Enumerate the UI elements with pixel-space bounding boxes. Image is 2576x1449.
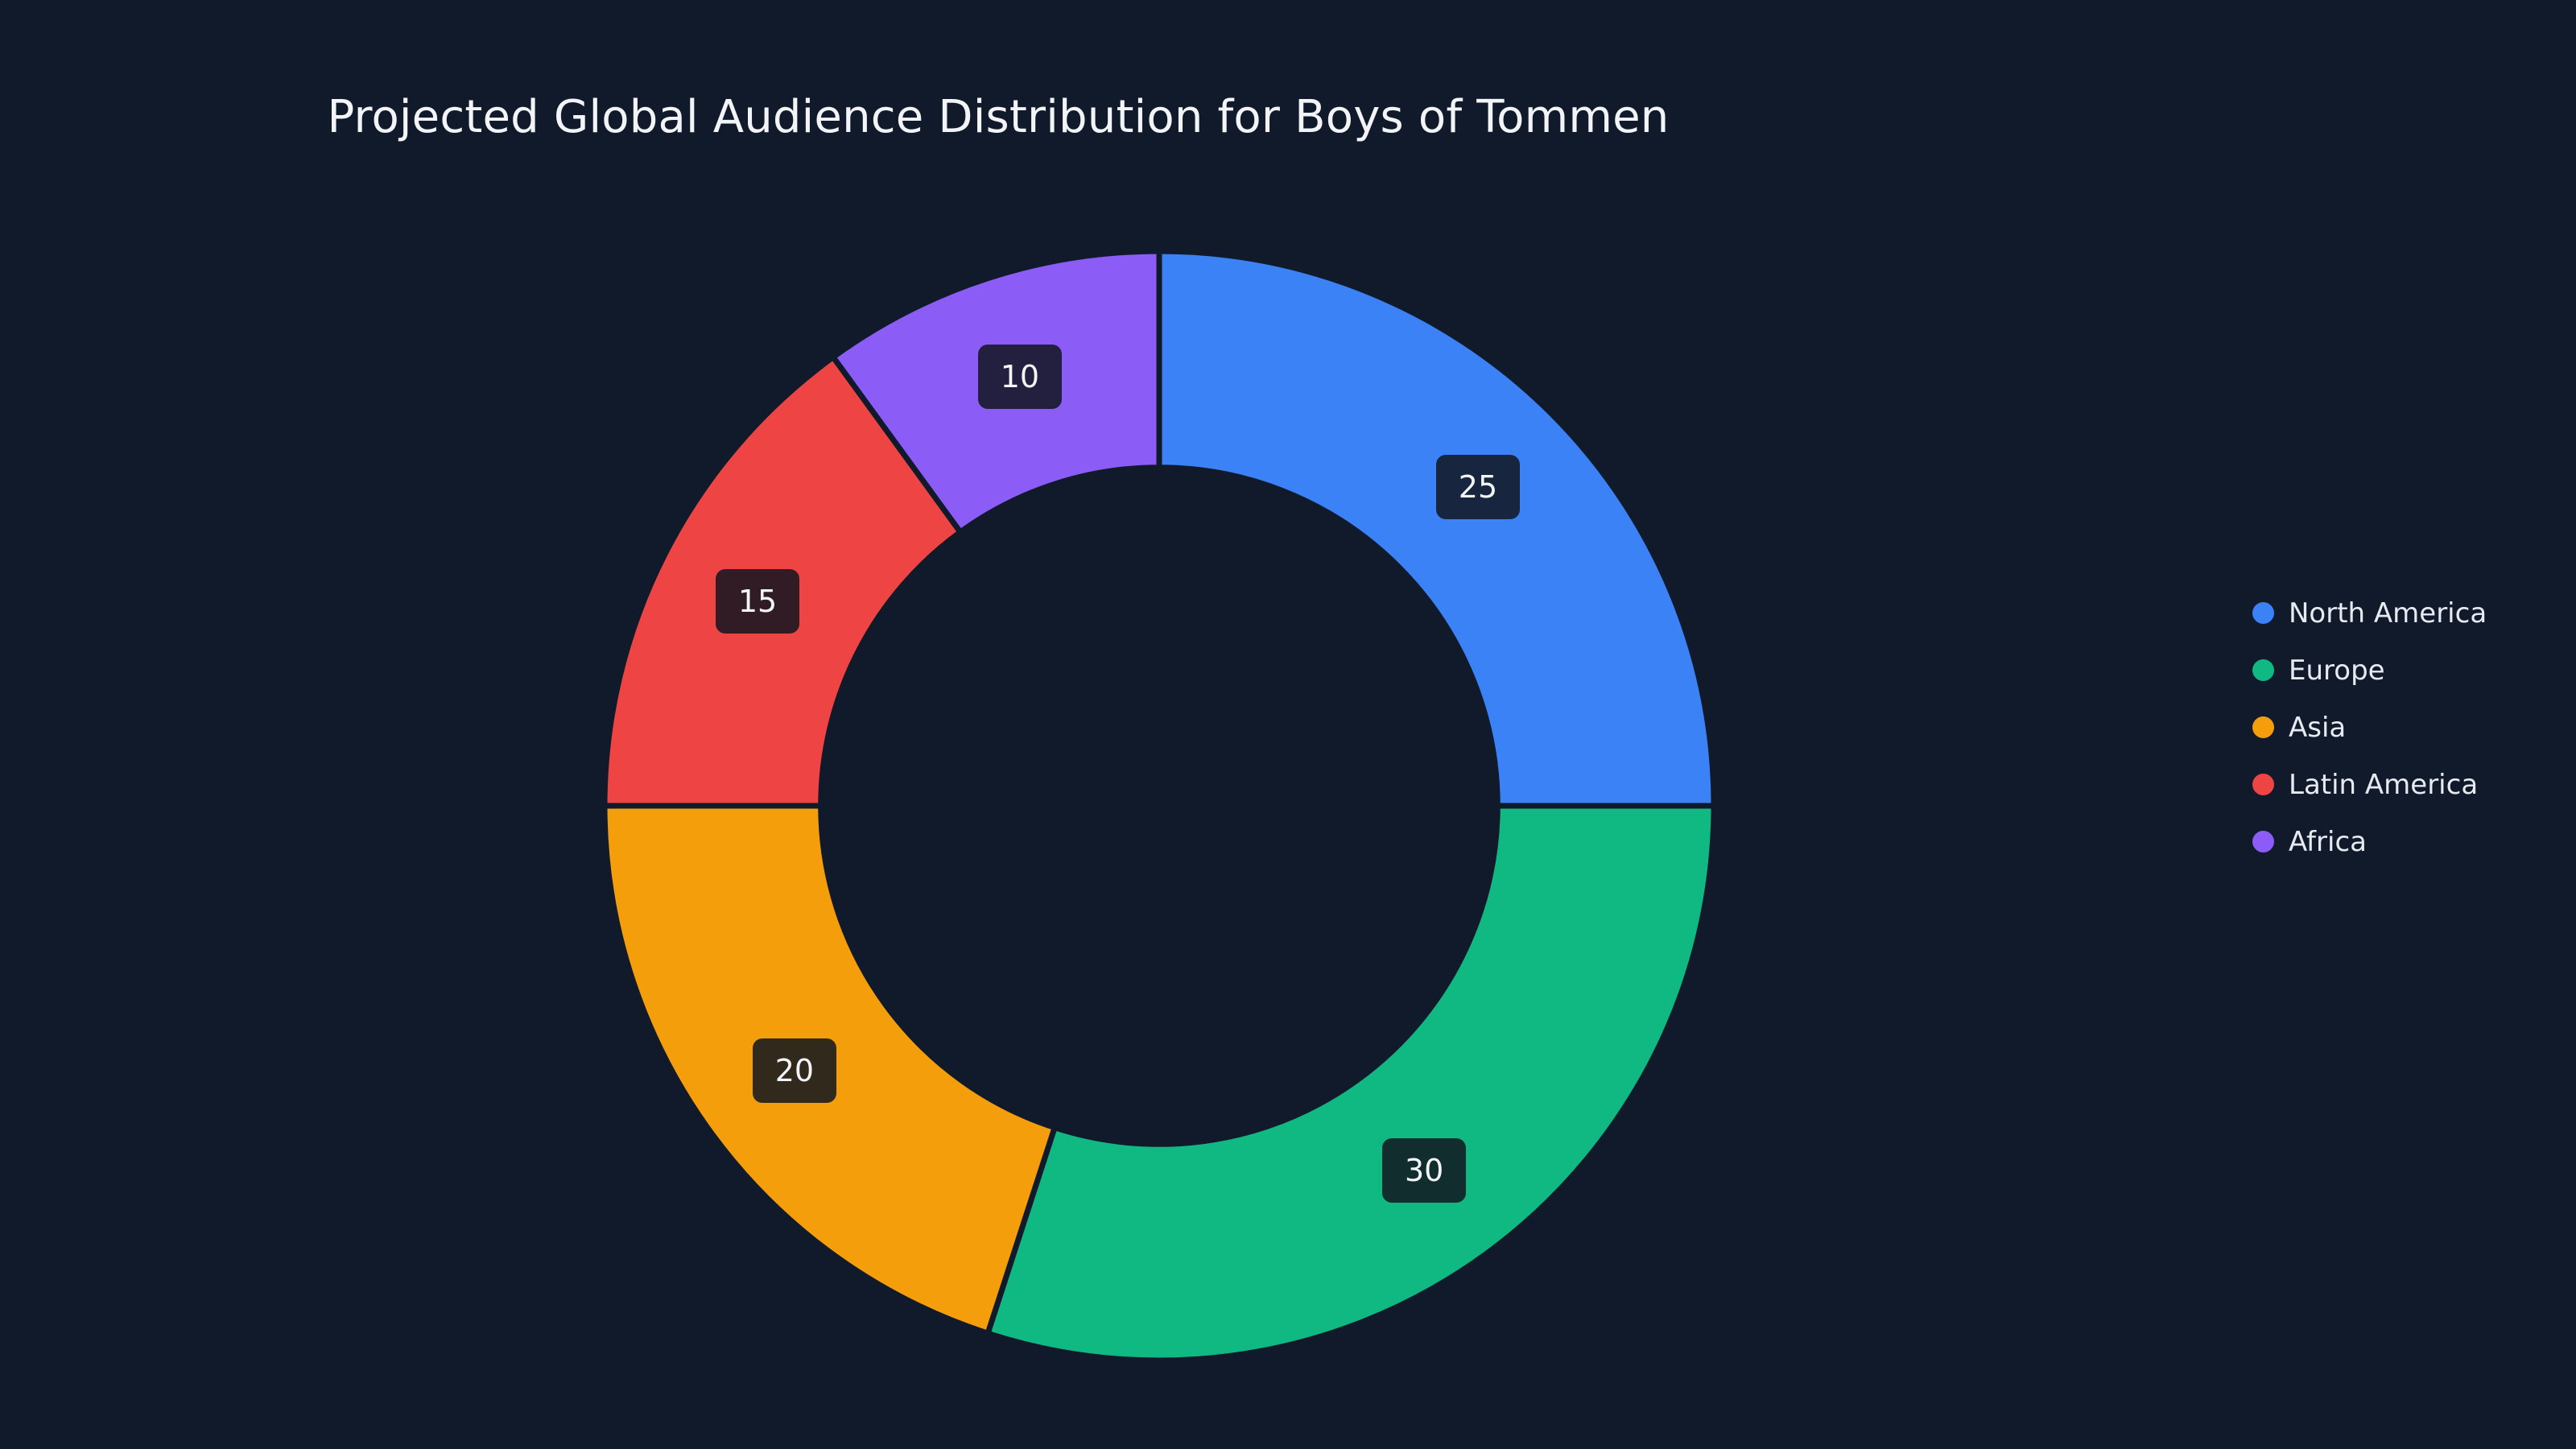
legend-item-asia[interactable]: Asia	[2252, 699, 2487, 756]
legend[interactable]: North America Europe Asia Latin America Afri…	[2252, 584, 2487, 870]
legend-item-label: Europe	[2289, 654, 2385, 687]
legend-swatch-icon	[2252, 659, 2274, 681]
legend-swatch-icon	[2252, 602, 2274, 624]
legend-item-label: North America	[2289, 597, 2487, 630]
page-title: Projected Global Audience Distribution f…	[327, 91, 1670, 143]
donut-chart-svg	[601, 248, 1717, 1364]
donut-slice[interactable]	[1156, 248, 1717, 809]
donut-slices	[601, 248, 1717, 1364]
donut-chart-plot: 25 30 20 15 10	[601, 248, 1717, 1364]
legend-item-north-america[interactable]: North America	[2252, 584, 2487, 642]
legend-swatch-icon	[2252, 716, 2274, 738]
legend-swatch-icon	[2252, 774, 2274, 795]
legend-item-label: Latin America	[2289, 768, 2479, 801]
donut-slice[interactable]	[601, 803, 1059, 1337]
legend-swatch-icon	[2252, 831, 2274, 852]
legend-item-label: Africa	[2289, 825, 2367, 858]
legend-item-latin-america[interactable]: Latin America	[2252, 756, 2487, 813]
legend-item-europe[interactable]: Europe	[2252, 642, 2487, 699]
legend-item-africa[interactable]: Africa	[2252, 813, 2487, 870]
donut-slice[interactable]	[984, 803, 1717, 1364]
legend-item-label: Asia	[2289, 711, 2347, 744]
